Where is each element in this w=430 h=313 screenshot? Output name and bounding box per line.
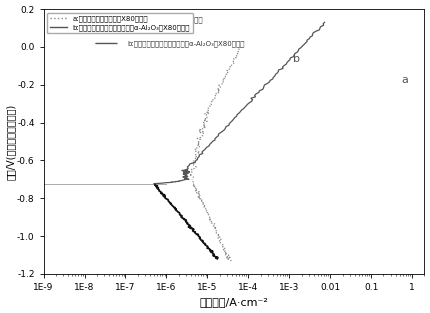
Text: b: b: [292, 54, 300, 64]
Y-axis label: 电位/V(相对饱和甘汞电极): 电位/V(相对饱和甘汞电极): [6, 103, 15, 180]
Legend: a:未进行任何处理的原始X80管线鑂, b:低温渗铝并热氧化处理后带有α-Al₂O₃的X80管线鑂: a:未进行任何处理的原始X80管线鑂, b:低温渗铝并热氧化处理后带有α-Al₂…: [47, 13, 193, 33]
X-axis label: 电流密度/A·cm⁻²: 电流密度/A·cm⁻²: [200, 297, 268, 307]
Text: b:低温渗铝并热氧化处理后带有α-Al₂O₃的X80管线鑂: b:低温渗铝并热氧化处理后带有α-Al₂O₃的X80管线鑂: [127, 40, 245, 47]
Text: a:未进行任何处理的原始X80管线鑂: a:未进行任何处理的原始X80管线鑂: [127, 16, 203, 23]
Text: a: a: [402, 75, 408, 85]
